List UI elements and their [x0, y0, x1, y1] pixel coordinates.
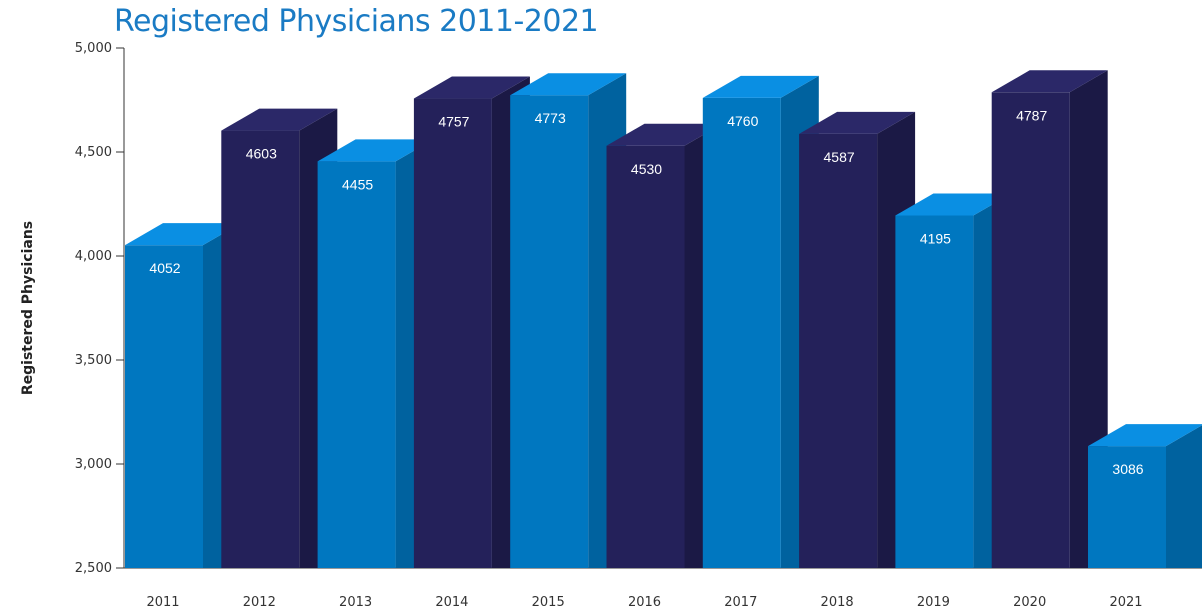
bar-top-2021: [1088, 424, 1202, 447]
data-label-2012: 4603: [246, 146, 277, 162]
data-label-2014: 4757: [438, 114, 469, 130]
bar-top-2020: [991, 70, 1108, 93]
y-tick-label: 2,500: [75, 561, 112, 576]
x-tick-label-2012: 2012: [243, 595, 276, 610]
x-tick-label-2015: 2015: [532, 595, 565, 610]
bar-2021: [1088, 446, 1166, 568]
y-tick-label: 3,000: [75, 457, 112, 472]
bar-2015: [510, 95, 589, 568]
bar-top-2016: [606, 123, 723, 146]
bar-2016: [606, 145, 685, 568]
x-tick-label-2014: 2014: [435, 595, 468, 610]
data-label-2015: 4773: [535, 110, 566, 126]
y-tick-label: 3,500: [75, 353, 112, 368]
bar-2020: [991, 92, 1070, 568]
y-tick-label: 4,000: [75, 249, 112, 264]
bar-2019: [895, 215, 974, 568]
y-tick-label: 5,000: [75, 41, 112, 56]
x-tick-label-2020: 2020: [1013, 595, 1046, 610]
bar-top-2014: [413, 76, 530, 99]
data-label-2020: 4787: [1016, 107, 1047, 123]
x-tick-label-2013: 2013: [339, 595, 372, 610]
bar-top-2013: [317, 139, 434, 162]
x-tick-label-2016: 2016: [628, 595, 661, 610]
chart-title: Registered Physicians 2011-2021: [114, 4, 599, 39]
bar-2012: [221, 130, 300, 569]
data-label-2016: 4530: [631, 161, 662, 177]
y-axis-label-text: Registered Physicians: [20, 221, 36, 395]
bar-2014: [413, 98, 492, 568]
bar-2017: [702, 97, 781, 569]
x-tick-label-2017: 2017: [724, 595, 757, 610]
data-label-2019: 4195: [920, 230, 951, 246]
data-label-2018: 4587: [824, 149, 855, 165]
x-tick-label-2018: 2018: [821, 595, 854, 610]
bar-top-2017: [702, 75, 819, 98]
bar-top-2011: [125, 223, 241, 246]
data-label-2011: 4052: [149, 260, 180, 276]
y-tick-label: 4,500: [75, 145, 112, 160]
bar-2011: [125, 245, 203, 568]
x-tick-label-2019: 2019: [917, 595, 950, 610]
y-axis-label: Registered Physicians: [20, 221, 36, 395]
bar-top-2019: [895, 193, 1012, 216]
bar-2013: [317, 161, 396, 569]
bar-top-2018: [799, 111, 916, 134]
x-tick-label-2011: 2011: [146, 595, 179, 610]
data-label-2021: 3086: [1112, 461, 1143, 477]
bar-side-2021: [1166, 425, 1202, 568]
data-label-2017: 4760: [727, 113, 758, 129]
data-label-2013: 4455: [342, 176, 373, 192]
x-tick-label-2021: 2021: [1109, 595, 1142, 610]
bar-top-2012: [221, 108, 338, 131]
bar-top-2015: [510, 73, 627, 96]
bar-2018: [799, 133, 878, 569]
